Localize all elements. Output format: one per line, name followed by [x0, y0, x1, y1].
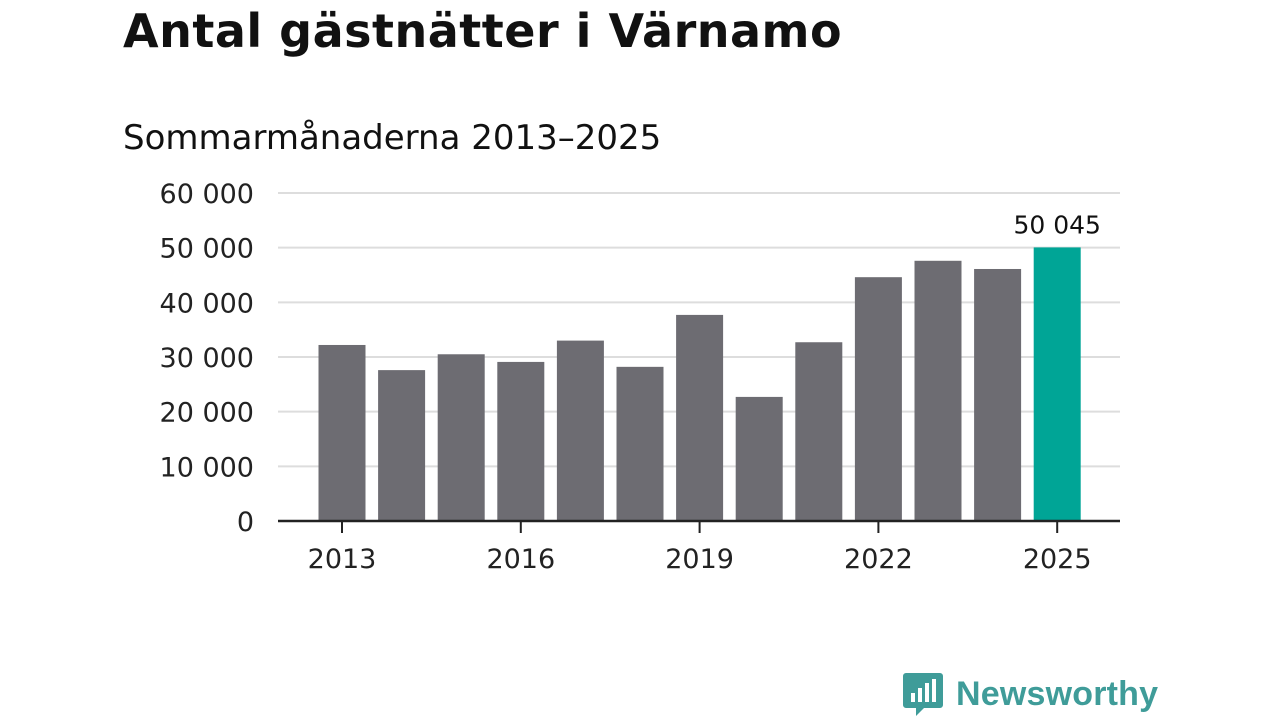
bar-2016: [497, 361, 545, 521]
bar-2015: [437, 354, 485, 521]
chart-title: Antal gästnätter i Värnamo: [123, 4, 843, 58]
bar-2018: [616, 366, 664, 521]
x-tick-label: 2019: [665, 544, 734, 575]
y-tick-label: 40 000: [160, 288, 254, 319]
y-tick-label: 10 000: [160, 452, 254, 483]
x-tick-label: 2025: [1023, 544, 1092, 575]
newsworthy-logo-text: Newsworthy: [956, 674, 1159, 713]
data-label-2025: 50 045: [1013, 210, 1100, 239]
bar-2025: [1033, 247, 1081, 522]
x-tick-label: 2013: [308, 544, 377, 575]
data-labels: 50 045: [1013, 210, 1100, 239]
x-tick-label: 2022: [844, 544, 913, 575]
bar-2017: [556, 340, 604, 521]
bar-2020: [735, 396, 783, 521]
newsworthy-logo-icon: [903, 673, 943, 716]
x-axis: [278, 519, 1120, 533]
bar-2022: [854, 277, 902, 521]
x-axis-tick-labels: 2013 2016 2019 2022 2025: [308, 544, 1092, 575]
y-tick-label: 20 000: [160, 398, 254, 429]
bar-2014: [378, 370, 426, 521]
chart-subtitle: Sommarmånaderna 2013–2025: [123, 118, 662, 158]
y-tick-label: 30 000: [160, 343, 254, 374]
y-tick-label: 60 000: [160, 179, 254, 210]
y-tick-label: 0: [237, 507, 254, 538]
bar-2024: [974, 268, 1022, 521]
bar-2019: [676, 314, 724, 521]
y-axis-tick-labels: 0 10 000 20 000 30 000 40 000 50 000 60 000: [160, 179, 254, 538]
x-tick-label: 2016: [486, 544, 555, 575]
bars: [318, 247, 1081, 522]
newsworthy-logo: Newsworthy: [902, 670, 1158, 718]
bar-2013: [318, 344, 366, 521]
bar-2023: [914, 260, 962, 521]
y-tick-label: 50 000: [160, 234, 254, 265]
bar-2021: [795, 342, 843, 521]
